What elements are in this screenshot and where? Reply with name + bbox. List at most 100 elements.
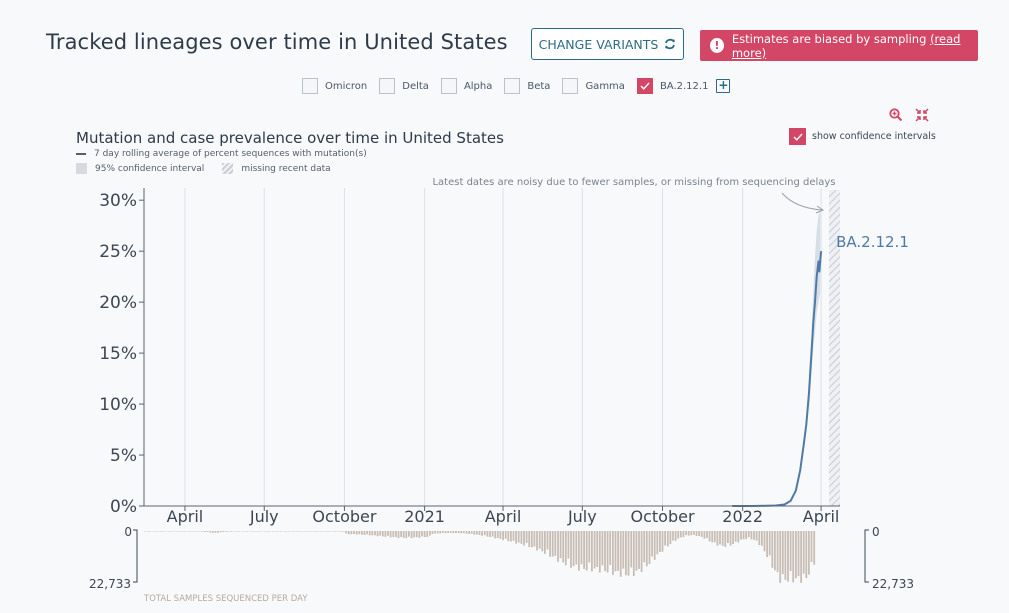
sample-bar [159,531,162,532]
sample-bar [740,531,742,540]
sample-bar [711,531,714,543]
sample-bar [418,531,421,538]
variant-option[interactable]: Gamma [562,78,625,94]
confidence-toggle[interactable]: show confidence intervals [789,128,936,145]
sample-bar [703,531,706,539]
x-tick-label: 2021 [404,507,445,526]
sample-bar [635,531,638,571]
sample-bar [413,531,416,538]
sample-bar [593,531,596,569]
sample-bar [669,531,672,545]
legend-ci: 95% confidence interval missing recent d… [76,163,331,174]
sample-bar [528,531,531,548]
sample-bar [374,531,376,536]
sample-bar [598,531,601,573]
sample-bar [355,531,358,535]
variant-option[interactable]: Beta [504,78,550,94]
legend-ci-label: 95% confidence interval [95,163,205,174]
sample-bar [264,531,267,532]
sample-bar [562,531,565,563]
sample-bar [510,531,512,542]
sample-bar [695,531,698,536]
sample-bar [797,531,800,577]
sample-bar [353,531,355,534]
sample-bar [727,531,729,543]
sample-bar [392,531,395,538]
sample-bar [784,531,787,580]
sample-bar [193,531,196,532]
sample-bar [489,531,491,537]
variant-label: Gamma [585,80,625,92]
sample-bar [347,531,350,535]
variant-option[interactable]: Omicron [302,78,367,94]
sample-bar [259,531,261,532]
sample-bar [734,531,737,542]
confidence-checkbox[interactable] [789,128,806,145]
sample-bar [559,531,562,559]
sample-bar [308,531,311,532]
sample-bar [687,531,690,536]
legend-line-label: 7 day rolling average of percent sequenc… [94,149,367,159]
sample-bar [225,531,227,532]
sample-bar [544,531,546,554]
variant-option[interactable]: BA.2.12.1 [636,78,708,94]
change-variants-button[interactable]: CHANGE VARIANTS [531,28,684,60]
sample-bar [368,531,371,536]
x-tick-label: 2022 [722,507,763,526]
sample-bar [656,531,659,555]
sample-bar [429,531,431,536]
sample-bar [499,531,502,539]
sample-bar [381,531,384,537]
sample-bar [319,531,321,532]
variant-checkbox[interactable] [440,78,457,94]
sample-bar [316,531,319,532]
sample-bar [329,531,332,532]
variant-option[interactable]: Alpha [440,78,492,94]
zoom-in-icon[interactable] [889,108,903,122]
sample-bar [504,531,507,539]
sampling-warning-banner[interactable]: ! Estimates are biased by sampling (read… [700,30,978,61]
x-tick-label: April [167,507,204,526]
sample-bar [423,531,426,538]
sample-bar [478,531,481,535]
sample-bar [653,531,656,560]
sample-bar [530,531,533,548]
sample-bar [321,531,324,532]
variant-checkbox[interactable] [636,78,653,94]
sample-bar [661,531,664,552]
sample-bar [787,531,789,582]
variant-checkbox[interactable] [302,78,318,94]
read-more-link[interactable]: (read more) [731,31,961,60]
sample-bar [729,531,732,546]
sample-bar [206,531,209,532]
x-tick-label: July [567,507,597,526]
sample-bar [525,531,528,543]
sample-bar [541,531,544,552]
add-variant-icon[interactable]: + [716,78,731,93]
variant-label: Omicron [325,80,368,92]
sample-bar [389,531,392,538]
sample-bar [306,531,308,532]
sample-bar [371,531,374,536]
sample-bar [238,531,240,532]
sample-bar [384,531,387,537]
sample-bar [170,531,172,532]
sample-bar [462,531,465,534]
sample-bar [219,531,222,533]
sample-bar [648,531,651,564]
sample-bar [768,531,771,556]
y-tick-label: 20% [99,293,137,313]
sample-bar [439,531,442,534]
variant-checkbox[interactable] [504,78,521,94]
sample-bar [664,531,666,546]
sample-bar [212,531,214,533]
sample-bar [436,531,439,534]
sample-bar [188,531,191,532]
compress-icon[interactable] [915,108,929,122]
x-tick-label: July [249,507,279,526]
missing-swatch [222,163,234,174]
variant-checkbox[interactable] [379,78,396,94]
sample-bar [491,531,494,537]
variant-checkbox[interactable] [562,78,579,94]
variant-option[interactable]: Delta [379,78,429,94]
